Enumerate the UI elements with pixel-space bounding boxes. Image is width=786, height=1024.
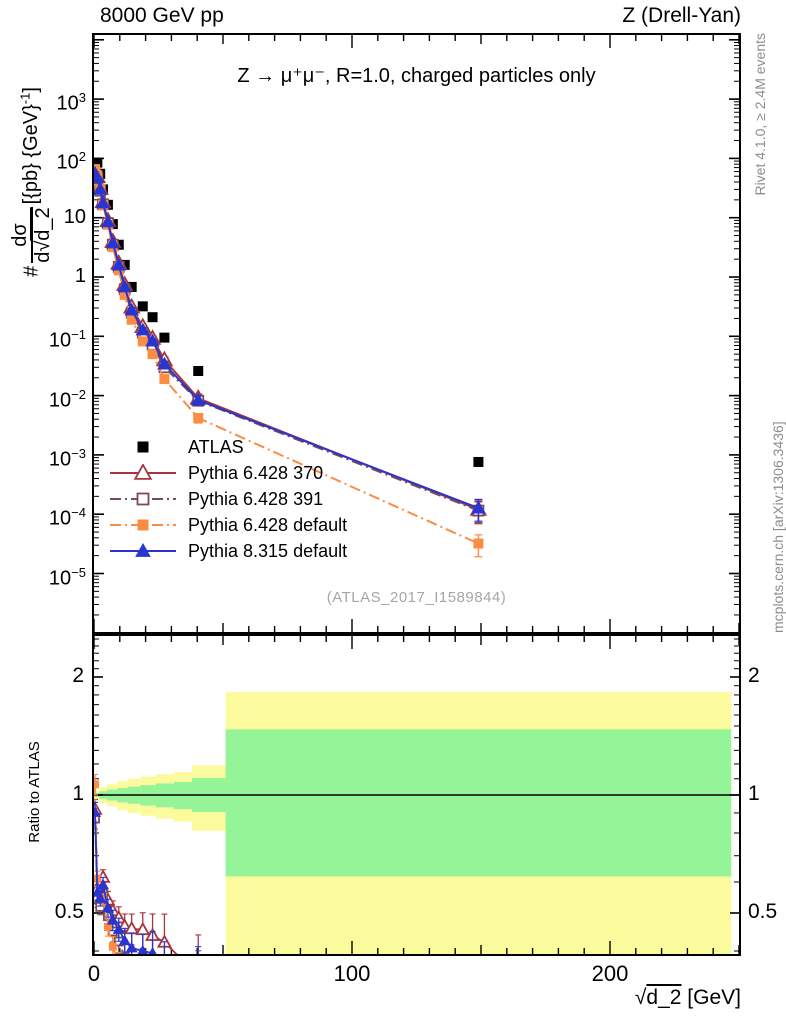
- tick-label: 1: [72, 782, 84, 805]
- ratio-plot-canvas: [94, 636, 739, 954]
- tick-label: 103: [56, 90, 86, 115]
- tick-label: 10−4: [48, 505, 86, 530]
- tick-label: 102: [56, 149, 86, 175]
- rivet-version-note: Rivet 4.1.0, ≥ 2.4M events: [752, 33, 768, 196]
- tick-label: 0.5: [748, 900, 778, 923]
- tick-label: 1: [748, 782, 760, 805]
- tick-label: 10−5: [48, 564, 86, 590]
- mcplots-note: mcplots.cern.ch [arXiv:1306.3436]: [770, 421, 786, 633]
- main-plot-panel: [92, 33, 741, 634]
- x-tick-label: 0: [87, 961, 101, 986]
- tick-label: 2: [72, 663, 84, 687]
- tick-label: 10: [63, 205, 86, 228]
- tick-label: 10−1: [48, 327, 86, 352]
- tick-label: 2: [748, 663, 760, 687]
- x-tick-label: 100: [333, 961, 371, 986]
- tick-label: 1: [74, 265, 86, 287]
- process-label: Z (Drell-Yan): [622, 4, 741, 27]
- tick-label: 10−2: [48, 386, 86, 412]
- beam-info-label: 8000 GeV pp: [100, 4, 224, 27]
- analysis-watermark: (ATLAS_2017_I1589844): [326, 589, 507, 606]
- tick-label: 10−3: [48, 445, 86, 471]
- tick-label: 0.5: [54, 900, 84, 923]
- main-plot-canvas: [94, 35, 739, 632]
- ratio-plot-panel: [92, 634, 741, 956]
- x-axis-title: √d_2 [GeV]: [634, 986, 741, 1009]
- ratio-band-green: [225, 729, 732, 877]
- x-tick-label: 200: [591, 961, 629, 986]
- plot-title: Z → μ⁺μ⁻, R=1.0, charged particles only: [237, 65, 596, 87]
